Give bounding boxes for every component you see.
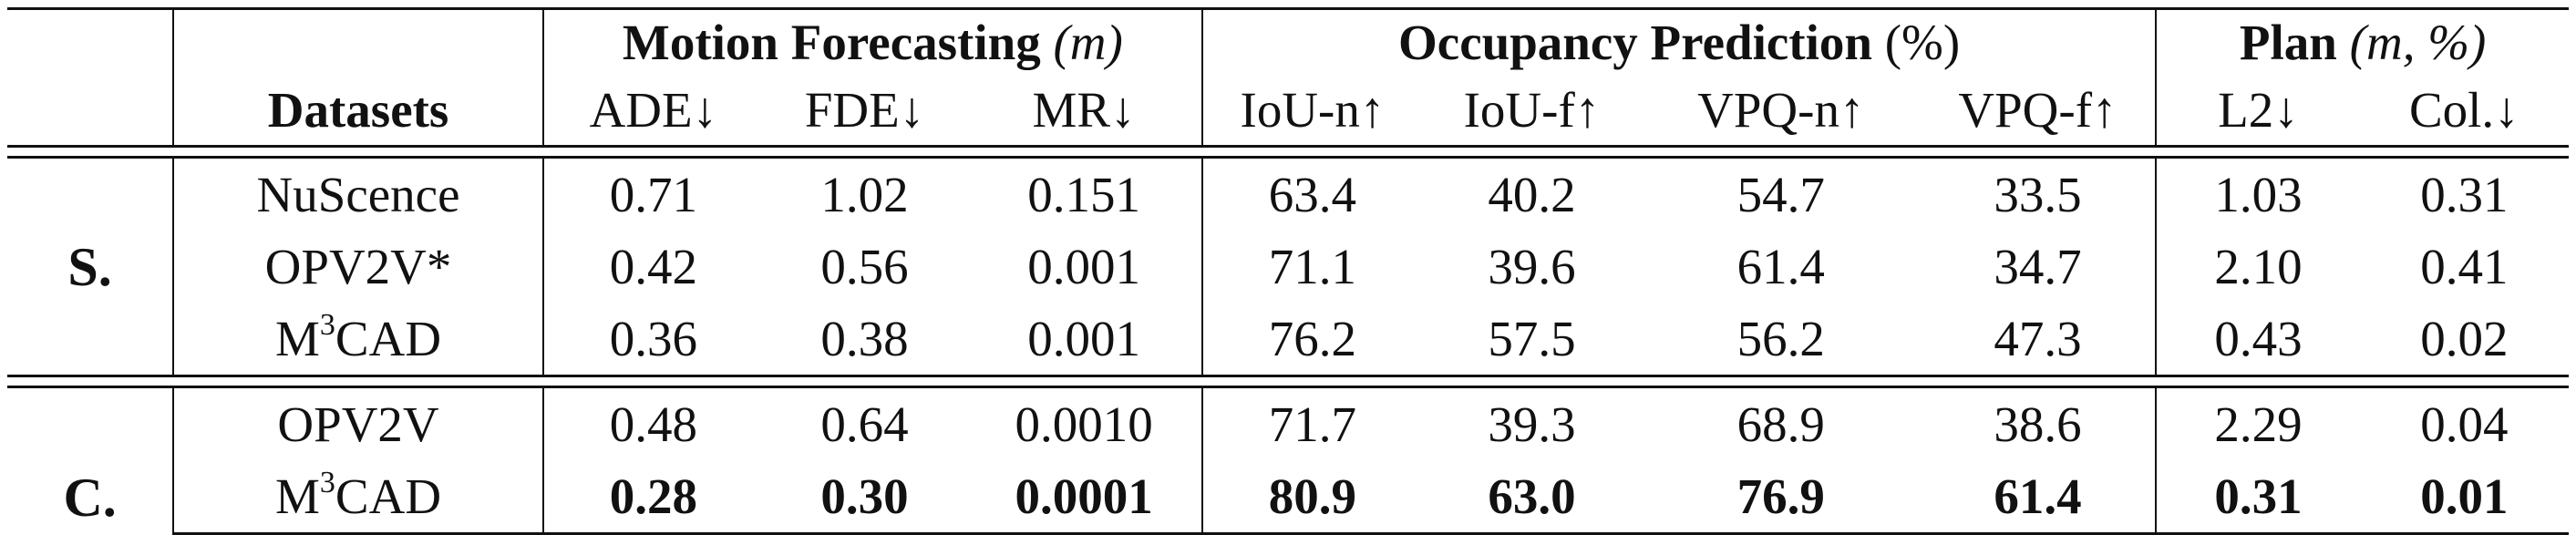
header-datasets: Datasets <box>173 74 544 147</box>
table-cell: 47.3 <box>1920 303 2158 376</box>
table-cell: 0.31 <box>2156 460 2360 535</box>
header-occupancy-prediction: Occupancy Prediction (%) <box>1201 7 2158 74</box>
header-motion-forecasting: Motion Forecasting (m) <box>542 7 1203 74</box>
section-single: S. NuScence 0.71 1.02 0.151 63.4 40.2 54.7 33.5 1… <box>7 157 2569 376</box>
dataset-name: OPV2V* <box>173 231 544 303</box>
table-cell: 39.3 <box>1488 396 1576 452</box>
table-cell: 1.02 <box>820 167 909 222</box>
table-cell: 0.31 <box>2420 167 2509 222</box>
table-cell: 0.71 <box>609 167 697 222</box>
table-cell: 0.04 <box>2420 396 2509 452</box>
table-cell: 2.29 <box>2214 396 2303 452</box>
section-label: C. <box>7 386 175 534</box>
header-corner-lower <box>7 74 175 147</box>
table-cell: 1.03 <box>2214 167 2303 222</box>
header-corner <box>7 7 175 74</box>
header-col-ade: ADE↓ <box>589 81 718 138</box>
table-cell: 63.0 <box>1421 460 1642 535</box>
table-cell: 0.28 <box>542 460 763 535</box>
table-row: M3CAD 0.36 0.38 0.001 76.2 57.5 56.2 47.3 0.43 0.… <box>7 303 2569 376</box>
header-group-row: Motion Forecasting (m) Occupancy Predict… <box>7 7 2569 74</box>
table-cell: 0.64 <box>820 396 909 452</box>
header-plan: Plan (m, %) <box>2156 7 2569 74</box>
table-cell: 0.01 <box>2359 460 2569 535</box>
table-cell: 0.42 <box>609 239 697 294</box>
table-cell: 76.9 <box>1641 460 1921 535</box>
table-cell: 0.0001 <box>966 460 1203 535</box>
table-cell: 80.9 <box>1201 460 1422 535</box>
table-cell: 33.5 <box>1920 157 2158 231</box>
table-cell: 0.0010 <box>966 386 1203 460</box>
table-cell: 34.7 <box>1920 231 2158 303</box>
dataset-name: M3CAD <box>173 303 544 376</box>
table-cell: 39.6 <box>1488 239 1576 294</box>
header-col-mr: MR↓ <box>966 74 1203 147</box>
table-cell: 63.4 <box>1268 167 1357 222</box>
table-cell: 54.7 <box>1736 167 1825 222</box>
table-cell: 61.4 <box>1736 239 1825 294</box>
header-col-vpq-n: VPQ-n↑ <box>1697 81 1865 138</box>
dataset-name: OPV2V <box>173 386 544 460</box>
table-row: M3CAD 0.28 0.30 0.0001 80.9 63.0 76.9 61.4 0.31 0… <box>7 460 2569 535</box>
table-cell: 0.30 <box>762 460 967 535</box>
table-cell: 0.151 <box>966 157 1203 231</box>
header-col-iou-f: IoU-f↑ <box>1463 81 1601 138</box>
table-cell: 0.56 <box>820 239 909 294</box>
header-col-vpq-f: VPQ-f↑ <box>1920 74 2158 147</box>
header-col-col: Col.↓ <box>2408 81 2519 138</box>
table-cell: 2.10 <box>2214 239 2303 294</box>
table-cell: 57.5 <box>1488 311 1576 366</box>
table-cell: 0.001 <box>966 303 1203 376</box>
table-cell: 0.02 <box>2420 311 2509 366</box>
table-cell: 61.4 <box>1920 460 2158 535</box>
table-cell: 0.43 <box>2214 311 2303 366</box>
section-label: S. <box>7 157 175 376</box>
table-cell: 40.2 <box>1488 167 1576 222</box>
table-cell: 0.001 <box>966 231 1203 303</box>
table-cell: 56.2 <box>1736 311 1825 366</box>
table-cell: 0.36 <box>609 311 697 366</box>
table-cell: 0.41 <box>2420 239 2509 294</box>
section-cooperative: C. OPV2V 0.48 0.64 0.0010 71.7 39.3 68.9 38.6 2.2… <box>7 386 2569 535</box>
header-datasets-spacer <box>173 7 544 74</box>
header-col-fde: FDE↓ <box>804 81 925 138</box>
table-cell: 68.9 <box>1736 396 1825 452</box>
table-row: C. OPV2V 0.48 0.64 0.0010 71.7 39.3 68.9 38.6 2.2… <box>7 386 2569 534</box>
table-cell: 71.7 <box>1268 396 1357 452</box>
dataset-name: NuScence <box>173 157 544 231</box>
table-row: S. NuScence 0.71 1.02 0.151 63.4 40.2 54.7 33.5 1… <box>7 157 2569 376</box>
dataset-name: M3CAD <box>173 460 544 535</box>
table-cell: 38.6 <box>1920 386 2158 460</box>
results-table: Motion Forecasting (m) Occupancy Predict… <box>7 7 2569 535</box>
header-col-l2: L2↓ <box>2218 81 2299 138</box>
table-cell: 76.2 <box>1268 311 1357 366</box>
header-col-iou-n: IoU-n↑ <box>1240 81 1386 138</box>
table-cell: 0.38 <box>820 311 909 366</box>
header-column-row: Datasets ADE↓ FDE↓ MR↓ IoU-n↑ IoU-f↑ VPQ… <box>7 74 2569 147</box>
table-cell: 71.1 <box>1268 239 1357 294</box>
table-cell: 0.48 <box>609 396 697 452</box>
table-row: OPV2V* 0.42 0.56 0.001 71.1 39.6 61.4 34.7 2.10 0… <box>7 231 2569 303</box>
